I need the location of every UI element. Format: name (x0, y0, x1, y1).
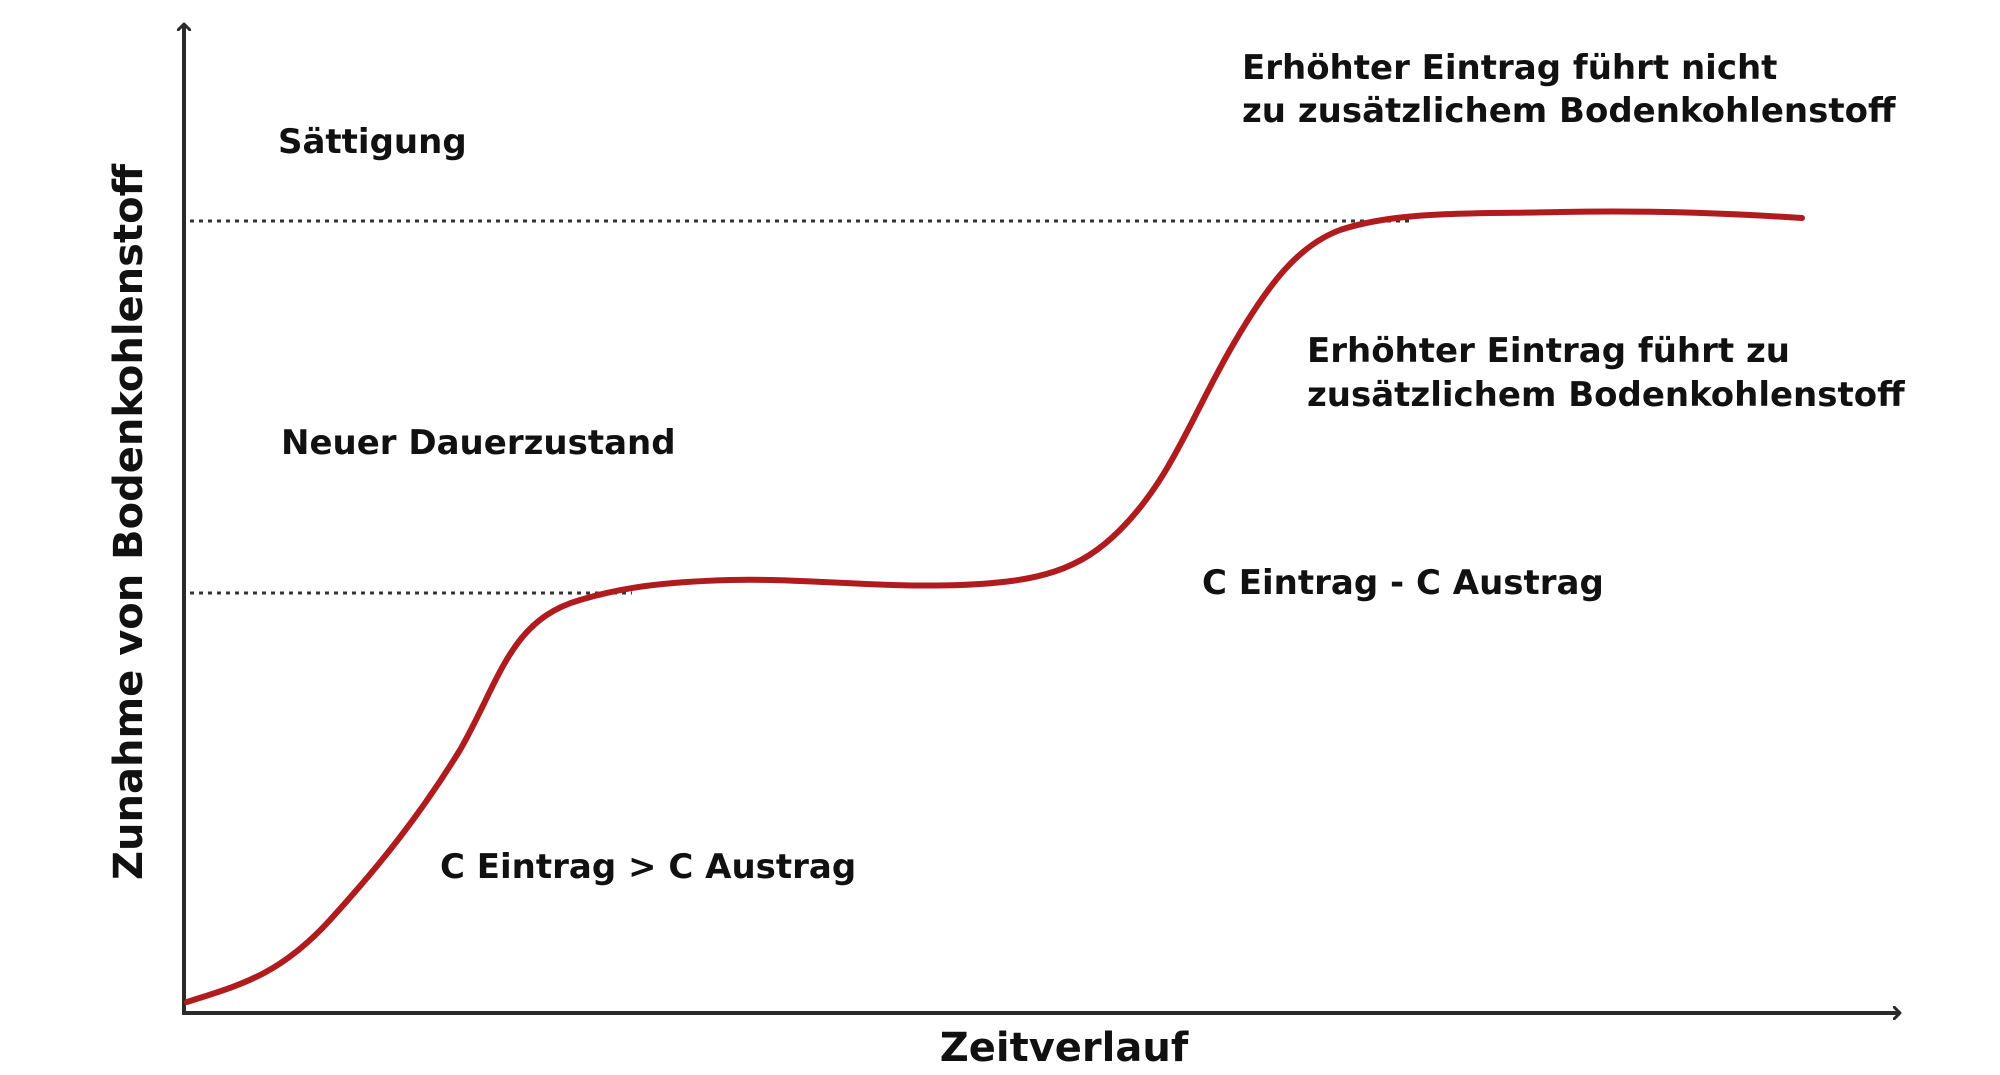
input-exceeds-output-label: C Eintrag > C Austrag (440, 847, 856, 887)
x-axis-label: Zeitverlauf (940, 1025, 1189, 1071)
additional-carbon-line2: zusätzlichem Bodenkohlenstoff (1307, 375, 1905, 415)
steady-state-label: Neuer Dauerzustand (281, 423, 676, 463)
balance-label: C Eintrag - C Austrag (1202, 563, 1604, 603)
no-additional-carbon-line2: zu zusätzlichem Bodenkohlenstoff (1242, 91, 1896, 131)
y-axis-label: Zunahme von Bodenkohlenstoff (106, 163, 152, 880)
additional-carbon-line1: Erhöhter Eintrag führt zu (1307, 331, 1790, 371)
saturation-label: Sättigung (278, 122, 467, 162)
no-additional-carbon-line1: Erhöhter Eintrag führt nicht (1242, 48, 1777, 88)
soil-carbon-curve (184, 208, 1805, 1005)
